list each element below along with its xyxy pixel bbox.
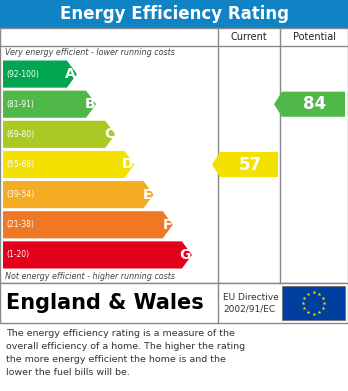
Text: (55-68): (55-68) [6, 160, 34, 169]
Text: A: A [65, 67, 76, 81]
Text: Current: Current [231, 32, 267, 42]
Text: F: F [162, 218, 172, 232]
Polygon shape [3, 181, 153, 208]
Text: C: C [104, 127, 114, 142]
Text: Potential: Potential [293, 32, 335, 42]
Text: G: G [180, 248, 191, 262]
Polygon shape [3, 211, 173, 239]
Text: The energy efficiency rating is a measure of the
overall efficiency of a home. T: The energy efficiency rating is a measur… [6, 329, 245, 377]
Bar [0, 283, 348, 323]
Polygon shape [212, 152, 278, 177]
Text: E: E [143, 188, 152, 202]
Polygon shape [274, 91, 345, 117]
Text: B: B [85, 97, 95, 111]
Text: Very energy efficient - lower running costs: Very energy efficient - lower running co… [5, 48, 175, 57]
Text: 57: 57 [238, 156, 262, 174]
Polygon shape [3, 151, 134, 178]
Text: D: D [122, 158, 133, 172]
Text: (92-100): (92-100) [6, 70, 39, 79]
Text: (21-38): (21-38) [6, 220, 34, 229]
Bar [0, 28, 348, 283]
Text: Energy Efficiency Rating: Energy Efficiency Rating [60, 5, 288, 23]
Text: (81-91): (81-91) [6, 100, 34, 109]
Text: EU Directive
2002/91/EC: EU Directive 2002/91/EC [223, 292, 279, 314]
Bar [282, 286, 345, 320]
Polygon shape [3, 91, 96, 118]
Text: 84: 84 [303, 95, 326, 113]
Text: (39-54): (39-54) [6, 190, 34, 199]
Text: (69-80): (69-80) [6, 130, 34, 139]
Text: (1-20): (1-20) [6, 250, 29, 260]
Text: England & Wales: England & Wales [6, 293, 204, 313]
Polygon shape [3, 61, 77, 88]
Bar [0, 0, 348, 28]
Text: Not energy efficient - higher running costs: Not energy efficient - higher running co… [5, 272, 175, 281]
Polygon shape [3, 121, 115, 148]
Polygon shape [3, 241, 192, 269]
